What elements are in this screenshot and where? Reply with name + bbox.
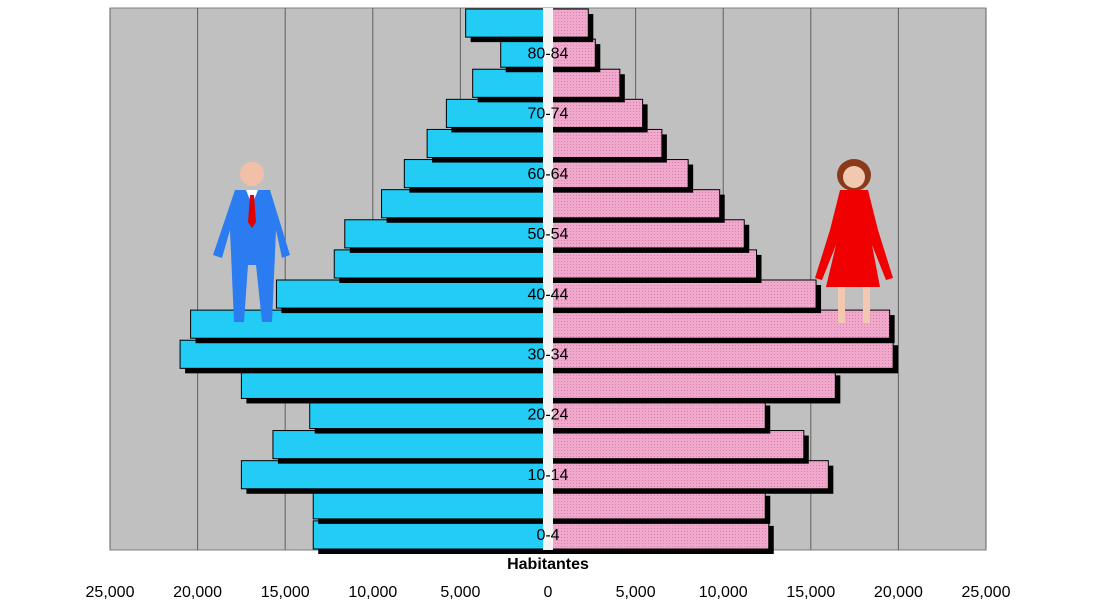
man-icon [213,162,290,322]
bar [240,460,549,490]
y-tick-label: 30-34 [528,346,569,363]
bar [240,369,549,399]
bar [547,189,721,219]
bar [547,98,644,128]
bar [272,430,549,460]
x-tick-label: 25,000 [962,584,1011,601]
y-tick-label: 20-24 [528,407,569,424]
y-tick-label: 60-64 [528,166,569,183]
bar [547,249,757,279]
bar [426,128,549,159]
bar [275,279,549,309]
x-tick-label: 25,000 [86,584,135,601]
center-strip [543,8,553,550]
bar [547,430,805,460]
y-tick-label: 80-84 [528,45,569,62]
bar [547,38,596,68]
bar [547,460,829,490]
x-tick-label: 20,000 [874,584,923,601]
bar [309,399,549,430]
x-tick-label: 5,000 [616,584,656,601]
bar [547,339,894,369]
bar [547,520,770,550]
y-tick-label: 50-54 [528,226,569,243]
bar [381,189,549,219]
y-tick-label: 70-74 [528,106,569,123]
bar [547,490,766,520]
bar [500,38,549,68]
bar [547,219,745,249]
bar [312,520,549,550]
y-tick-label: 40-44 [528,286,569,303]
bar [547,128,663,159]
bar [179,339,549,369]
x-tick-label: 15,000 [261,584,310,601]
woman-icon [815,159,893,323]
bar [547,369,836,399]
bar [333,249,549,279]
x-axis-title: Habitantes [507,556,589,573]
x-tick-label: 10,000 [699,584,748,601]
y-tick-label: 10-14 [528,467,569,484]
bar [403,159,549,189]
bar [547,159,689,189]
x-tick-label: 10,000 [348,584,397,601]
bar [344,219,549,249]
y-tick-label: 0-4 [536,527,559,544]
bar [547,68,621,98]
x-tick-label: 5,000 [440,584,480,601]
bar [190,309,549,339]
bar [547,279,817,309]
bar [312,490,549,520]
bar [547,399,766,430]
x-tick-label: 20,000 [173,584,222,601]
bar [547,8,589,38]
x-tick-label: 15,000 [786,584,835,601]
bar [465,8,549,38]
x-tick-label: 0 [544,584,553,601]
bar [472,68,549,98]
